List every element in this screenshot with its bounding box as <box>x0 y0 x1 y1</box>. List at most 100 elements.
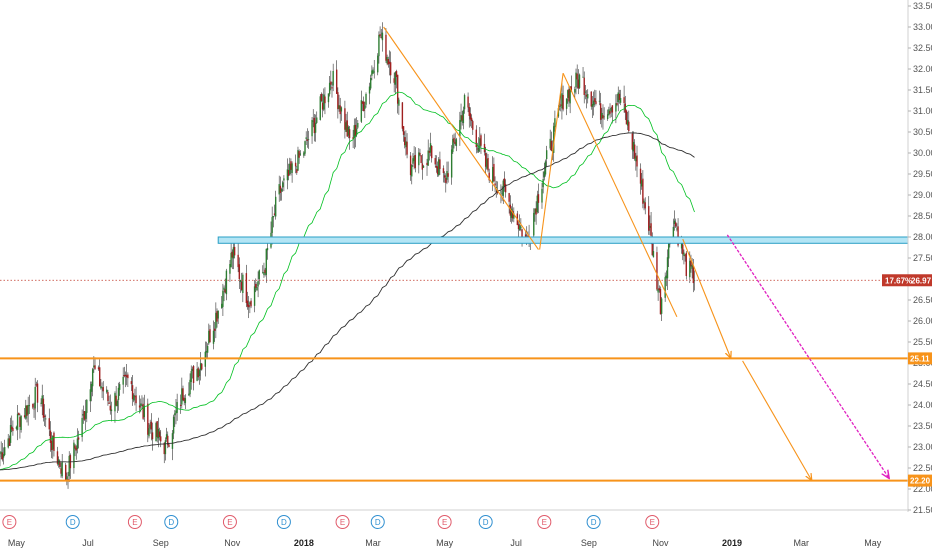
candle <box>595 90 597 106</box>
candle <box>533 208 535 238</box>
candle <box>477 137 480 153</box>
y-tick-label: 23.00 <box>913 442 932 452</box>
candle <box>479 127 481 153</box>
candles-layer <box>0 22 696 489</box>
candle <box>421 154 424 180</box>
svg-text:E: E <box>227 518 232 527</box>
resistance-zone <box>217 236 909 244</box>
candle <box>61 453 63 479</box>
candle <box>229 260 231 282</box>
candle <box>307 130 310 149</box>
candle <box>578 73 581 89</box>
svg-text:E: E <box>542 518 547 527</box>
price-tags: 25.11 22.20 17.67%26.97 <box>882 274 932 487</box>
candle <box>428 147 431 161</box>
x-tick-label: Nov <box>224 538 241 548</box>
dividend-event-marker[interactable]: D <box>586 515 601 529</box>
candle <box>389 51 392 84</box>
candle <box>263 262 265 278</box>
candle <box>575 68 577 95</box>
candle <box>609 103 611 119</box>
candle <box>436 161 439 177</box>
candle <box>225 268 228 301</box>
candle <box>422 164 425 168</box>
candle <box>370 74 372 91</box>
candle <box>151 422 154 451</box>
earnings-event-marker[interactable]: E <box>222 515 237 529</box>
candle <box>323 88 325 112</box>
y-axis: 21.5022.0022.5023.0023.5024.0024.5025.00… <box>907 0 932 515</box>
candle <box>685 250 687 280</box>
x-tick-label: Sep <box>153 538 169 548</box>
y-tick-label: 21.50 <box>913 505 932 515</box>
dividend-event-marker[interactable]: D <box>276 515 291 529</box>
candle <box>373 59 375 79</box>
candle <box>106 386 108 394</box>
candle <box>461 111 463 126</box>
x-tick-label: Mar <box>793 538 809 548</box>
candle <box>52 435 54 459</box>
candle <box>393 72 395 93</box>
candle <box>455 137 458 152</box>
candle <box>0 451 1 467</box>
candle <box>682 242 684 261</box>
candle <box>41 384 43 416</box>
candle <box>387 56 390 68</box>
candle <box>488 168 490 184</box>
candle <box>86 399 88 423</box>
y-tick-label: 32.00 <box>913 64 932 74</box>
candle <box>273 204 276 217</box>
candle <box>587 89 589 104</box>
svg-text:22.20: 22.20 <box>910 477 931 486</box>
candle <box>592 91 595 116</box>
candle <box>171 429 174 461</box>
candle <box>156 420 158 443</box>
candle <box>264 267 266 277</box>
candle <box>510 206 513 224</box>
earnings-event-marker[interactable]: E <box>2 515 17 529</box>
earnings-event-marker[interactable]: E <box>127 515 142 529</box>
candle <box>239 279 242 293</box>
earnings-event-marker[interactable]: E <box>537 515 552 529</box>
candle <box>357 119 359 129</box>
dividend-event-marker[interactable]: D <box>370 515 385 529</box>
candle <box>304 140 306 156</box>
y-tick-label: 33.00 <box>913 22 932 32</box>
candle <box>426 158 428 176</box>
earnings-event-marker[interactable]: E <box>645 515 660 529</box>
candle <box>172 414 175 440</box>
candle <box>445 173 447 193</box>
candle <box>656 246 658 291</box>
candle <box>537 183 540 214</box>
earnings-event-marker[interactable]: E <box>437 515 452 529</box>
candle <box>577 69 580 95</box>
dividend-event-marker[interactable]: D <box>164 515 179 529</box>
candle <box>196 361 198 382</box>
candle <box>75 445 77 460</box>
candle <box>690 254 692 273</box>
candle <box>338 94 340 112</box>
candle <box>176 393 178 421</box>
candle <box>644 197 646 215</box>
candle <box>148 422 150 439</box>
candle <box>287 163 290 181</box>
candle <box>282 180 284 192</box>
dividend-event-marker[interactable]: D <box>478 515 493 529</box>
candle <box>618 89 621 104</box>
candle <box>319 94 321 121</box>
candle <box>346 111 348 137</box>
candle <box>459 111 461 146</box>
earnings-event-marker[interactable]: E <box>335 515 350 529</box>
candle <box>56 446 59 466</box>
candle <box>608 106 610 116</box>
candle <box>141 395 143 409</box>
candle <box>11 415 13 433</box>
candle <box>394 71 397 94</box>
dividend-event-marker[interactable]: D <box>65 515 80 529</box>
x-tick-label: Mar <box>365 538 381 548</box>
candle <box>316 111 318 124</box>
candle <box>427 139 429 166</box>
x-axis: May Jul Sep Nov 2018 Mar May Jul Sep Nov 2019 Mar Ma… <box>0 509 908 548</box>
candle <box>157 417 160 448</box>
candle <box>414 147 416 173</box>
